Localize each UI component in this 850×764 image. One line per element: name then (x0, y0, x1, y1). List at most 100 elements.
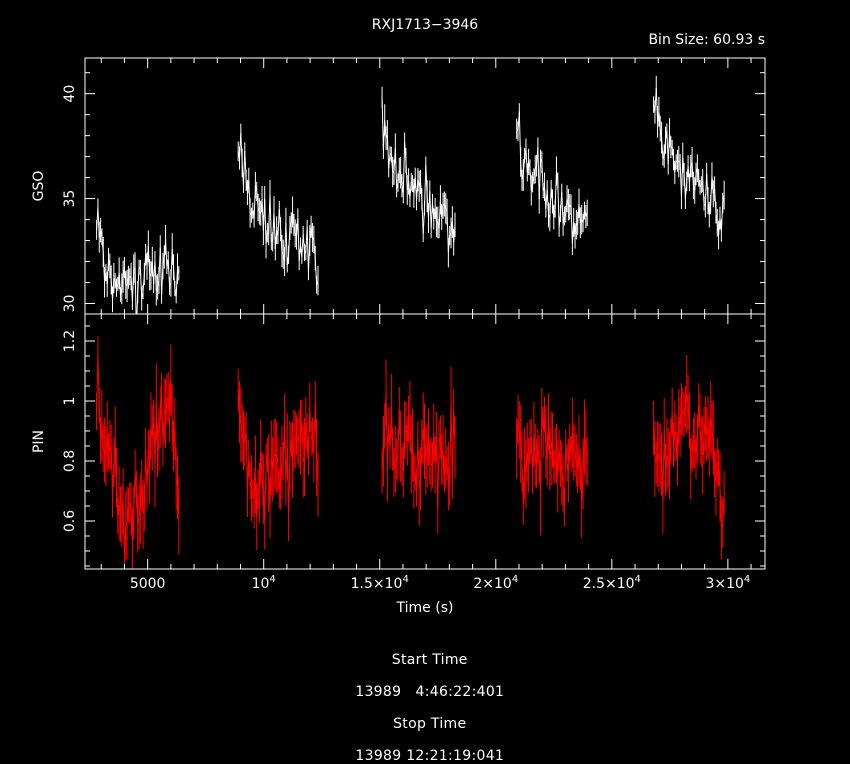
bin-step (550, 189, 551, 218)
bin-step (270, 458, 271, 508)
bin-step (656, 88, 657, 122)
bin-step (289, 456, 290, 515)
bin-step (579, 203, 580, 223)
series-1 (97, 198, 179, 342)
series-4 (517, 388, 588, 538)
bin-step (547, 190, 548, 215)
bin-step (270, 193, 271, 242)
bin-step (559, 213, 560, 227)
bin-step (310, 407, 311, 438)
bin-step (417, 180, 418, 200)
light-curve-plot: RXJ1713−3946 Bin Size: 60.93 s 303540GSO… (0, 0, 850, 680)
bin-step (383, 120, 384, 150)
bin-step (721, 203, 722, 231)
bin-step (136, 489, 137, 523)
x-tick-label: 1.5×104 (351, 574, 409, 592)
y-tick-label: 0.8 (62, 450, 78, 472)
bin-step (403, 430, 404, 470)
y-axis-label: GSO (31, 171, 47, 202)
series-3 (382, 359, 455, 533)
x-tick-exponent: 4 (269, 574, 275, 585)
bin-step (281, 229, 282, 251)
bin-step (391, 406, 392, 449)
bin-step (685, 181, 686, 198)
y-tick-label: 35 (62, 190, 78, 208)
bin-step (668, 133, 669, 164)
bin-step (447, 212, 448, 253)
bin-step (387, 425, 388, 469)
bin-step (113, 278, 114, 299)
bin-step (410, 182, 411, 198)
bin-step (144, 255, 145, 274)
bin-step (124, 268, 125, 285)
bin-step (249, 181, 250, 213)
bin-step (723, 493, 724, 524)
bin-step (521, 162, 522, 180)
bin-step (452, 411, 453, 478)
bin-step (552, 201, 553, 217)
bin-step (707, 174, 708, 201)
start-time-label: Start Time (392, 652, 468, 668)
bin-step (583, 211, 584, 223)
bin-step (265, 199, 266, 244)
bin-step (542, 162, 543, 190)
bin-step (692, 162, 693, 185)
x-tick-label: 104 (252, 574, 276, 592)
bin-step (715, 189, 716, 213)
bin-step (138, 267, 139, 292)
bin-step (405, 142, 406, 160)
bin-step (530, 167, 531, 190)
bin-step (156, 401, 157, 451)
bin-step (168, 260, 169, 286)
bin-step (711, 176, 712, 205)
bin-step (285, 421, 286, 483)
bin-step (418, 439, 419, 488)
bin-step (162, 266, 163, 295)
bin-step (681, 158, 682, 197)
bin-step (558, 181, 559, 227)
bin-step (439, 200, 440, 229)
bin-step (303, 234, 304, 252)
bin-step (562, 192, 563, 224)
bin-step (677, 417, 678, 459)
series-5 (654, 355, 725, 560)
bin-step (308, 407, 309, 455)
stop-time-label: Stop Time (393, 716, 466, 732)
x-tick-label: 2.5×104 (583, 574, 641, 592)
bin-step (438, 443, 439, 508)
bin-step (286, 222, 287, 265)
bin-step (279, 209, 280, 229)
bin-step (389, 154, 390, 169)
bin-step (116, 478, 117, 516)
bin-step (712, 176, 713, 194)
bin-step (103, 252, 104, 282)
bin-step (98, 355, 99, 405)
x-tick-label: 5000 (130, 576, 166, 592)
bin-step (526, 149, 527, 172)
bin-step (672, 412, 673, 445)
bin-step (289, 228, 290, 255)
bin-step (454, 225, 455, 242)
bin-step (134, 473, 135, 513)
bin-step (143, 274, 144, 292)
x-tick-label: 3×104 (705, 574, 750, 592)
y-tick-label: 1 (62, 397, 78, 406)
bin-step (123, 501, 124, 553)
series-4 (517, 103, 588, 255)
bin-step (539, 158, 540, 199)
panel-data (97, 76, 725, 343)
bin-step (664, 429, 665, 470)
bin-step (166, 240, 167, 267)
bin-step (423, 208, 424, 233)
y-tick-label: 30 (62, 295, 78, 313)
bin-step (523, 155, 524, 175)
bin-step (132, 270, 133, 301)
bin-step (174, 267, 175, 288)
bin-step (555, 171, 556, 209)
bin-step (254, 185, 255, 219)
y-axis-label: PIN (31, 430, 47, 453)
x-axis-label: Time (s) (396, 600, 454, 616)
bin-step (533, 434, 534, 475)
bin-step (135, 267, 136, 330)
bin-step (155, 261, 156, 291)
